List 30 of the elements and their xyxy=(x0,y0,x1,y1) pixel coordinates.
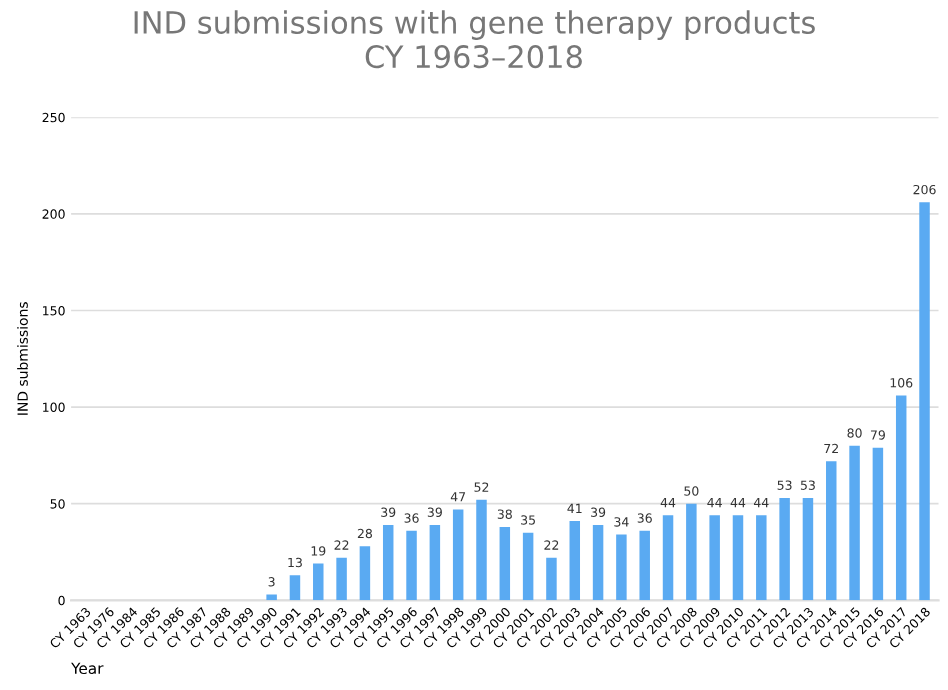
bar xyxy=(826,461,837,601)
bar xyxy=(756,515,767,601)
bar xyxy=(709,515,720,601)
bar xyxy=(895,395,907,601)
bar xyxy=(569,521,581,601)
bar xyxy=(639,530,650,601)
bar xyxy=(476,499,487,601)
bar xyxy=(732,515,744,601)
bar xyxy=(686,503,697,601)
bar xyxy=(662,515,674,601)
bar xyxy=(359,546,371,601)
bar xyxy=(919,202,930,601)
bar xyxy=(406,530,417,601)
bar xyxy=(452,509,464,601)
bar xyxy=(522,532,534,601)
bar xyxy=(872,447,884,601)
bar xyxy=(289,575,301,601)
bar xyxy=(499,526,511,601)
chart-title: IND submissions with gene therapy products CY 1963–2018 xyxy=(134,10,815,69)
bar xyxy=(616,534,627,601)
bar xyxy=(429,524,441,601)
bar xyxy=(779,497,790,601)
bar xyxy=(849,445,860,601)
bar xyxy=(336,557,347,601)
bar xyxy=(313,563,324,601)
bar xyxy=(382,524,394,601)
bar xyxy=(592,524,604,601)
bar xyxy=(266,594,277,601)
bar xyxy=(802,497,814,601)
bar xyxy=(546,557,557,601)
